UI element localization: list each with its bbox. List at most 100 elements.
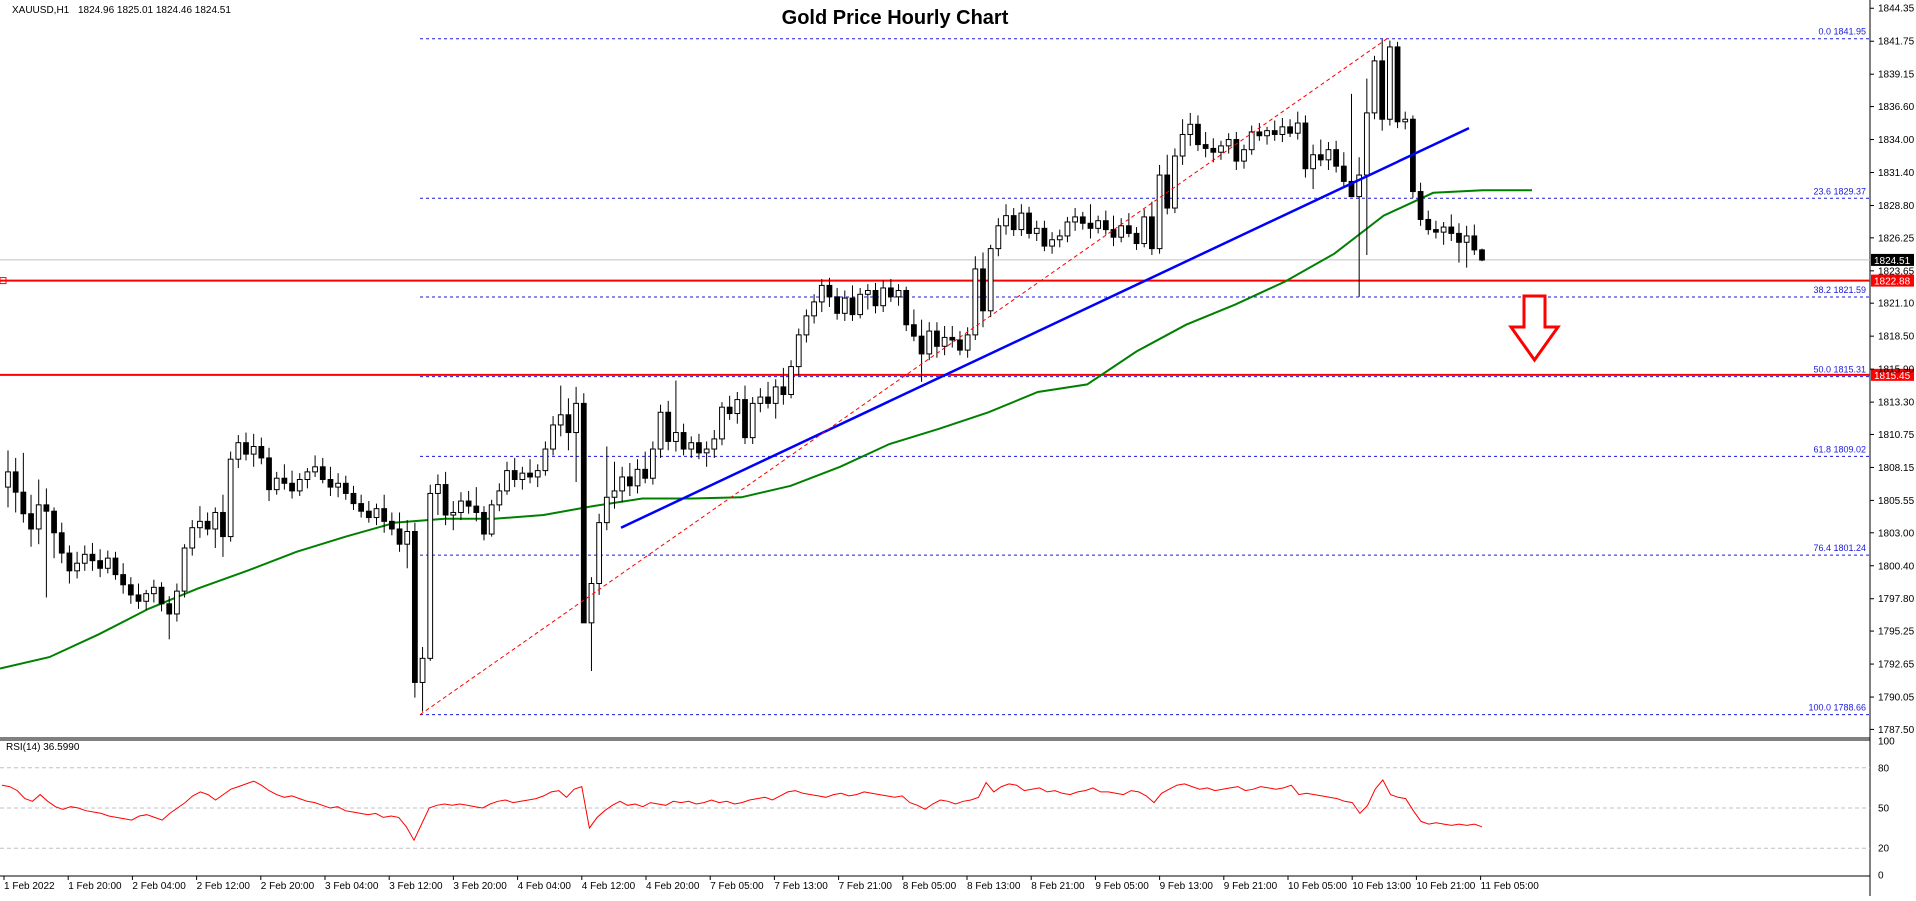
candle-body: [1118, 225, 1125, 238]
candle-body: [1110, 229, 1117, 238]
candle-body: [197, 520, 203, 529]
x-tick-label: 10 Feb 05:00: [1288, 881, 1347, 892]
candle: [634, 459, 641, 494]
candle-body: [703, 448, 710, 454]
candle: [5, 450, 11, 508]
candle: [1425, 210, 1432, 235]
candle: [504, 461, 510, 495]
candle-body: [588, 583, 595, 624]
candle-body: [1448, 226, 1455, 234]
fib-level-label: 76.4 1801.24: [1813, 543, 1866, 553]
candle: [89, 542, 96, 571]
candle: [565, 398, 572, 451]
fib-level-label: 100.0 1788.66: [1808, 703, 1866, 713]
x-tick-label: 4 Feb 20:00: [646, 881, 700, 892]
current-price-tag-label: 1824.51: [1874, 256, 1911, 267]
rsi-axis-label: 80: [1878, 763, 1890, 774]
candle: [742, 385, 748, 444]
candle: [611, 461, 618, 509]
candle-body: [1379, 60, 1386, 120]
candle: [665, 400, 672, 451]
candle-body: [1187, 123, 1194, 135]
candle-body: [266, 457, 272, 491]
candle-body: [1456, 232, 1462, 243]
y-tick-label: 1828.80: [1878, 201, 1915, 212]
candle-body: [634, 468, 641, 487]
candle: [949, 326, 956, 348]
candle-body: [1233, 139, 1240, 162]
candle-body: [749, 402, 756, 439]
candle: [1279, 117, 1286, 143]
candle-body: [143, 593, 150, 602]
candle-body: [649, 448, 656, 479]
candle-body: [918, 335, 925, 355]
candle: [327, 466, 334, 496]
candle: [795, 328, 802, 376]
y-tick-label: 1805.55: [1878, 496, 1915, 507]
y-tick-label: 1803.00: [1878, 528, 1915, 539]
support-level-tag: [1871, 368, 1914, 381]
candle: [534, 464, 541, 488]
candle-body: [657, 411, 664, 450]
x-tick-label: 1 Feb 2022: [4, 881, 55, 892]
candle-body: [28, 513, 34, 530]
fib-level-label: 23.6 1829.37: [1813, 186, 1866, 196]
candle: [66, 545, 73, 584]
fib-level-label: 61.8 1809.02: [1813, 444, 1866, 454]
candle: [388, 512, 395, 536]
candle-body: [335, 482, 341, 488]
candle: [358, 494, 365, 518]
candle-body: [450, 511, 457, 516]
candle: [435, 474, 441, 516]
y-tick-label: 1826.25: [1878, 233, 1915, 244]
candle-body: [573, 402, 579, 434]
down-arrow-icon: [1508, 294, 1561, 363]
support-level-tag: [1871, 274, 1914, 287]
candle-body: [43, 504, 50, 512]
candle-body: [1310, 154, 1316, 170]
candle-body: [849, 297, 856, 316]
candle: [488, 499, 495, 537]
candle: [427, 484, 434, 661]
candle: [1202, 131, 1209, 158]
candle: [1064, 216, 1071, 243]
candle-body: [20, 491, 27, 515]
candle-body: [51, 510, 57, 534]
candle: [1264, 126, 1270, 145]
candle-body: [381, 508, 388, 522]
y-tick-label: 1797.80: [1878, 594, 1915, 605]
candle: [1448, 214, 1455, 242]
x-tick-label: 10 Feb 21:00: [1416, 881, 1475, 892]
candle: [481, 506, 487, 541]
candle: [158, 582, 165, 612]
candle: [749, 397, 756, 444]
candle: [887, 279, 894, 302]
candle: [573, 386, 579, 483]
candle-body: [864, 289, 871, 295]
candle-body: [811, 301, 817, 317]
candle: [772, 379, 779, 419]
candle: [596, 513, 603, 595]
candle: [404, 520, 411, 569]
candle: [97, 549, 104, 578]
candle: [112, 551, 119, 580]
candle-body: [1241, 149, 1247, 162]
candle: [350, 485, 357, 510]
candle: [74, 551, 80, 579]
candle: [941, 326, 948, 356]
candle: [519, 466, 526, 490]
candle-body: [1041, 227, 1048, 247]
candle-body: [1256, 131, 1263, 137]
candle: [803, 309, 810, 343]
candle: [450, 501, 457, 531]
candle-body: [603, 496, 610, 524]
candle: [166, 596, 173, 640]
x-tick-label: 11 Feb 05:00: [1481, 881, 1540, 892]
candle: [1141, 209, 1148, 248]
candle: [419, 646, 426, 712]
candle-body: [5, 471, 11, 488]
candle: [174, 583, 180, 622]
candle: [396, 512, 403, 552]
fib-level-label: 50.0 1815.31: [1813, 365, 1866, 375]
candle: [788, 360, 794, 399]
